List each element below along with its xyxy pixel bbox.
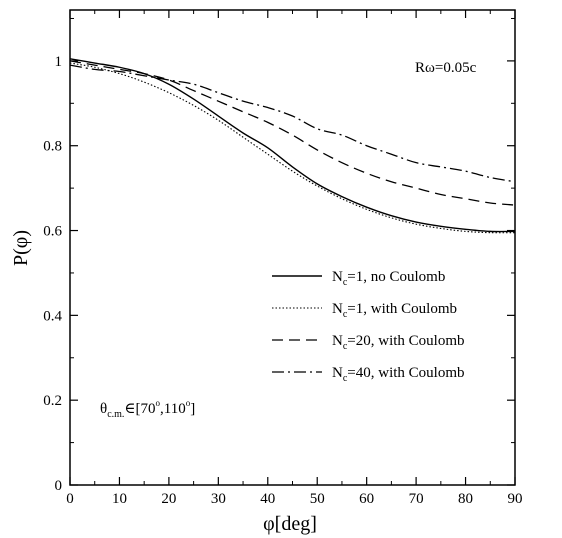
legend-label: Nc=1, no Coulomb	[332, 269, 445, 288]
y-tick-label: 0	[55, 478, 63, 494]
y-tick-label: 0.4	[43, 308, 62, 324]
theta-text: ∈[70	[124, 401, 155, 417]
legend-label-sub: c	[343, 341, 348, 352]
theta-sup2: o	[186, 398, 191, 408]
series-line-dotted	[69, 62, 516, 234]
annotation-theta-range: θc.m.∈[70o,110o]	[100, 398, 195, 420]
legend-label-suffix: =1, with Coulomb	[347, 301, 457, 317]
y-tick-label: 0.2	[43, 393, 62, 409]
theta-text3: ]	[190, 401, 195, 417]
x-tick-label: 30	[211, 491, 226, 507]
legend-label-prefix: N	[332, 365, 343, 381]
legend-label-suffix: =40, with Coulomb	[347, 365, 464, 381]
x-tick-label: 50	[310, 491, 325, 507]
x-tick-label: 40	[260, 491, 275, 507]
theta-sup: o	[156, 398, 161, 408]
x-tick-label: 90	[508, 491, 523, 507]
series-line-dashdot	[69, 64, 516, 183]
x-tick-label: 0	[66, 491, 74, 507]
legend-label-sub: c	[343, 277, 348, 288]
legend-label: Nc=1, with Coulomb	[332, 301, 457, 320]
legend-label-sub: c	[343, 373, 348, 384]
legend-label: Nc=40, with Coulomb	[332, 365, 465, 384]
tick-labels: 0 10 20 30 40 50 60 70 80 90 0 0.2 0.4 0.6 0.8 1	[43, 54, 522, 507]
legend-label-prefix: N	[332, 301, 343, 317]
x-tick-label: 10	[112, 491, 127, 507]
theta-symbol: θ	[100, 401, 107, 417]
series-line-dashed	[69, 60, 516, 206]
x-axis-title: φ[deg]	[263, 513, 317, 535]
series-line-solid	[69, 58, 516, 233]
y-tick-label: 1	[55, 54, 63, 70]
legend-label-prefix: N	[332, 333, 343, 349]
legend-label-suffix: =1, no Coulomb	[347, 269, 445, 285]
legend-label: Nc=20, with Coulomb	[332, 333, 465, 352]
legend-label-suffix: =20, with Coulomb	[347, 333, 464, 349]
legend-label-sub: c	[343, 309, 348, 320]
annotation-r-omega: Rω=0.05c	[415, 60, 477, 76]
x-tick-label: 70	[409, 491, 424, 507]
theta-subscript: c.m.	[107, 409, 124, 420]
x-tick-label: 80	[458, 491, 473, 507]
x-tick-label: 60	[359, 491, 374, 507]
legend-label-prefix: N	[332, 269, 343, 285]
y-axis-title: P(φ)	[10, 230, 32, 266]
theta-text2: ,110	[160, 401, 186, 417]
x-tick-label: 20	[161, 491, 176, 507]
ticks	[69, 10, 516, 486]
curves	[69, 58, 516, 234]
y-tick-label: 0.8	[43, 139, 62, 155]
y-tick-label: 0.6	[43, 224, 62, 240]
